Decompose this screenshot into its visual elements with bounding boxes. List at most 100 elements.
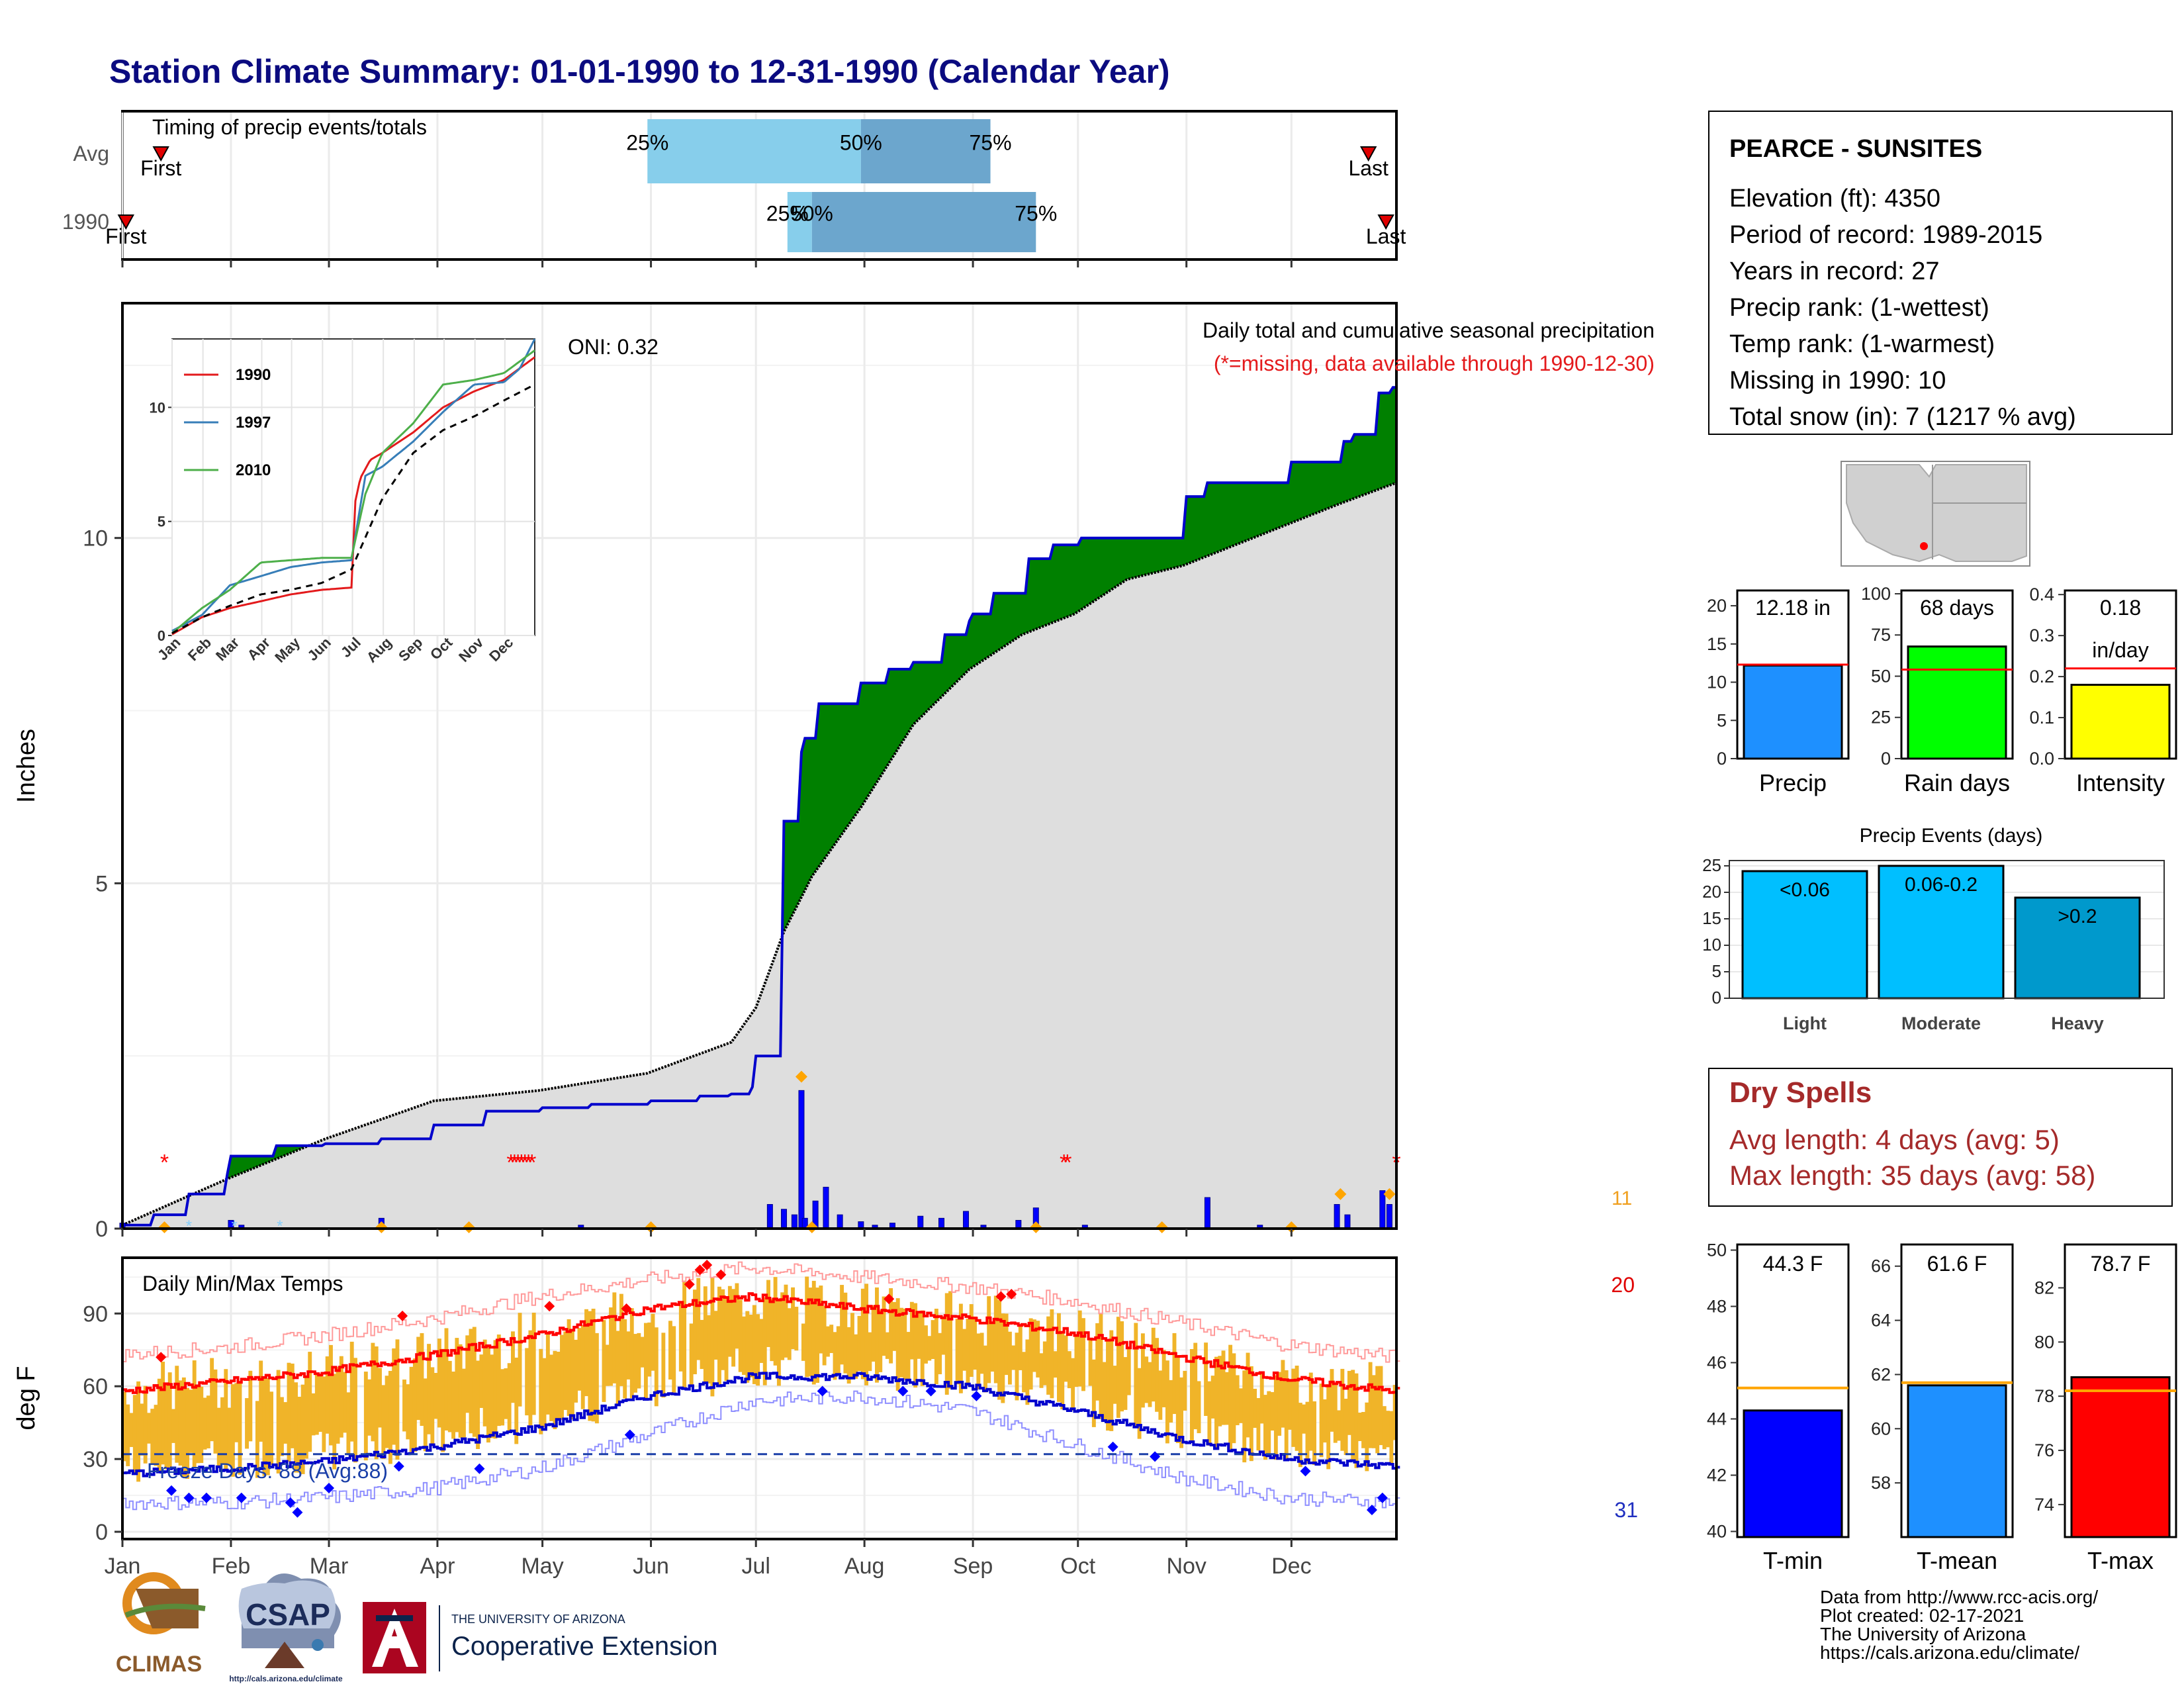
events-y-tick-label: 20 [1702, 882, 1721, 902]
daily-temp-bar [339, 1356, 343, 1438]
daily-temp-bar [805, 1276, 809, 1378]
mini-y-tick-label: 20 [1707, 596, 1727, 616]
daily-temp-bar [514, 1357, 519, 1444]
daily-temp-bar [1249, 1366, 1253, 1462]
csap-logo: CSAP http://cals.arizona.edu/climate [229, 1573, 343, 1683]
events-y-tick-label: 10 [1702, 935, 1721, 955]
temp-category-label: T-mean [1917, 1547, 1997, 1574]
daily-temp-bar [693, 1289, 697, 1375]
first-event-label: First [140, 156, 181, 180]
mini-y-tick-label: 25 [1871, 708, 1891, 727]
daily-temp-bar [164, 1384, 169, 1470]
daily-temp-bar [178, 1380, 183, 1466]
daily-temp-bar [1028, 1318, 1033, 1390]
average-max-line [122, 1292, 1400, 1394]
record-low-marker [1300, 1466, 1311, 1477]
daily-temp-bar [878, 1309, 883, 1372]
temp-y-tick-label: 50 [1707, 1241, 1727, 1260]
daily-temp-bar [255, 1401, 259, 1478]
mini-value-label-unit: in/day [2092, 638, 2148, 662]
daily-temp-bar [924, 1325, 928, 1364]
daily-temp-bar [1319, 1383, 1324, 1458]
daily-temp-bar [1064, 1335, 1068, 1382]
daily-temp-bar [1354, 1373, 1359, 1468]
daily-temp-bar [1155, 1338, 1159, 1412]
daily-temp-bar [759, 1319, 764, 1363]
daily-temp-bar [1322, 1399, 1327, 1443]
events-frame [1729, 860, 2165, 999]
y-tick-label: 10 [83, 526, 108, 551]
daily-temp-bar [762, 1297, 767, 1385]
daily-temp-bar [472, 1327, 477, 1437]
daily-temp-bar [962, 1329, 967, 1371]
record-min-line [122, 1390, 1400, 1511]
daily-temp-bar [885, 1332, 889, 1359]
daily-temp-bar [283, 1402, 288, 1444]
daily-temp-bar [1371, 1375, 1376, 1448]
record-high-marker [715, 1269, 727, 1280]
daily-temp-bar [381, 1385, 386, 1459]
daily-temp-bar [216, 1407, 221, 1468]
station-line: Years in record: 27 [1729, 258, 1940, 285]
daily-temp-bar [122, 1391, 126, 1462]
inset-y-tick-label: 5 [158, 514, 165, 530]
mini-value-bar [1743, 664, 1843, 760]
inset-lines [171, 338, 536, 635]
daily-temp-bar [185, 1387, 190, 1479]
daily-temp-bar [580, 1325, 585, 1409]
daily-temp-bar [917, 1313, 921, 1359]
daily-temp-bar [1228, 1344, 1233, 1452]
daily-temp-bar [987, 1296, 991, 1383]
y-tick-label: 90 [83, 1301, 108, 1327]
daily-temp-bar [1333, 1385, 1338, 1443]
daily-temp-bar [773, 1277, 778, 1366]
daily-temp-bar [227, 1407, 232, 1466]
credit-line: The University of Arizona [1820, 1624, 2026, 1644]
daily-temp-bar [640, 1336, 645, 1368]
timing-label: Timing of precip events/totals [152, 115, 427, 139]
temp-y-tick-label: 42 [1707, 1466, 1727, 1485]
daily-temp-bar [871, 1305, 876, 1362]
daily-temp-bar [602, 1320, 606, 1402]
daily-temp-bar [1259, 1372, 1264, 1424]
temp-y-tick-label: 62 [1871, 1364, 1891, 1384]
daily-temp-bar [1077, 1310, 1082, 1387]
daily-temp-bar [1281, 1360, 1285, 1428]
daily-temp-bar [433, 1373, 438, 1419]
inset-legend-label: 1997 [236, 414, 271, 432]
events-y-tick-label: 0 [1712, 988, 1721, 1008]
daily-temp-bar [1210, 1376, 1215, 1419]
inset-line-2010 [171, 350, 535, 634]
temp-y-tick-label: 74 [2034, 1495, 2054, 1515]
daily-temp-bar [140, 1403, 144, 1456]
daily-temp-bar [1392, 1385, 1397, 1440]
event-bar-label: 0.06-0.2 [1905, 874, 1978, 896]
dry-spells-frame [1708, 1068, 2173, 1207]
daily-temp-bar [563, 1331, 568, 1410]
quartile-label: 25% [766, 202, 809, 226]
daily-temp-bar [402, 1380, 406, 1432]
dry-spells-max: Max length: 35 days (avg: 58) [1729, 1160, 2095, 1191]
mini-y-tick-label: 0 [1717, 749, 1727, 769]
dry-spells-box: Dry Spells Avg length: 4 days (avg: 5) M… [1708, 1068, 2173, 1207]
daily-temp-bar [553, 1350, 557, 1429]
daily-temp-bar [441, 1348, 445, 1452]
inset-legend: 1990 1997 2010 [184, 366, 271, 479]
quartile-label: 75% [970, 131, 1012, 155]
timing-row-1990: 1990 [62, 210, 109, 234]
temp-y-tick-label: 46 [1707, 1353, 1727, 1373]
snow-marker: * [186, 1217, 192, 1235]
daily-temp-bar [696, 1278, 701, 1360]
mini-y-tick-label: 0.1 [2029, 708, 2054, 727]
daily-temp-bar [1134, 1323, 1138, 1428]
daily-temp-bar [1337, 1410, 1341, 1441]
record-low-marker [183, 1492, 195, 1503]
snow-marker: * [277, 1217, 283, 1235]
station-location-dot [1920, 542, 1928, 550]
quartile-label: 50% [840, 131, 882, 155]
mini-value-label: 12.18 in [1755, 596, 1831, 620]
daily-temp-bar [496, 1334, 501, 1427]
